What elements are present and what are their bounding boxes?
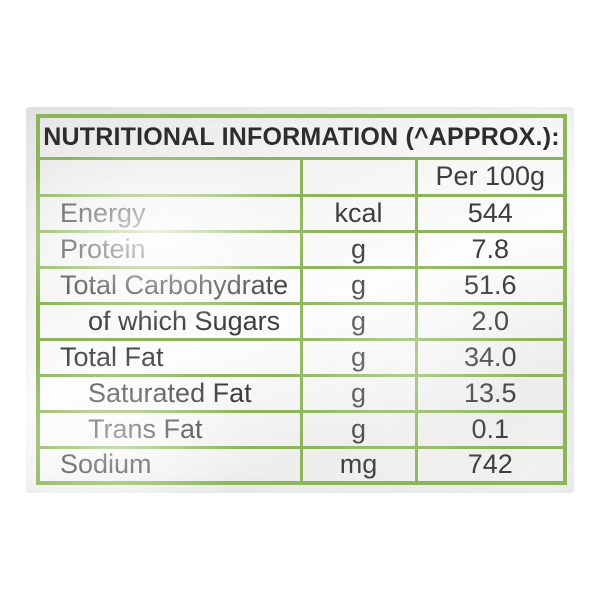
column-header-per-100g: Per 100g (414, 156, 567, 197)
nutrient-value: 2.0 (414, 301, 567, 341)
nutrition-label-photo: NUTRITIONAL INFORMATION (^APPROX.): Per … (0, 107, 574, 537)
nutrient-name: Trans Fat (36, 409, 303, 449)
nutrient-name: Protein (36, 229, 303, 269)
nutrient-unit: kcal (299, 193, 418, 233)
nutrition-table: NUTRITIONAL INFORMATION (^APPROX.): Per … (36, 114, 568, 485)
nutrient-value: 34.0 (414, 337, 567, 377)
nutrient-value: 742 (414, 445, 567, 485)
nutrition-rows: Energy kcal 544 Protein g 7.8 Total Carb… (36, 193, 567, 485)
subheader-nutrient-cell (36, 156, 303, 197)
nutrient-value: 7.8 (414, 229, 567, 269)
nutrient-row: Protein g 7.8 (36, 229, 567, 269)
nutrient-name: of which Sugars (36, 301, 303, 341)
nutrient-row: Energy kcal 544 (36, 193, 567, 233)
nutrient-unit: g (299, 301, 418, 341)
nutrient-row: Sodium mg 742 (36, 445, 567, 485)
table-title-row: NUTRITIONAL INFORMATION (^APPROX.): (36, 114, 567, 160)
nutrient-name: Total Carbohydrate (36, 265, 303, 305)
nutrient-row: of which Sugars g 2.0 (36, 301, 567, 341)
nutrient-name: Saturated Fat (36, 373, 303, 413)
nutrient-row: Total Carbohydrate g 51.6 (36, 265, 567, 305)
nutrient-row: Trans Fat g 0.1 (36, 409, 567, 449)
nutrient-name: Total Fat (36, 337, 303, 377)
nutrient-unit: g (299, 337, 418, 377)
nutrient-row: Saturated Fat g 13.5 (36, 373, 567, 413)
nutrient-value: 544 (414, 193, 567, 233)
nutrient-unit: g (299, 229, 418, 269)
nutrient-name: Sodium (36, 445, 303, 485)
nutrient-row: Total Fat g 34.0 (36, 337, 567, 377)
subheader-unit-cell (299, 156, 418, 197)
table-title: NUTRITIONAL INFORMATION (^APPROX.): (36, 114, 567, 160)
nutrient-unit: g (299, 409, 418, 449)
nutrient-name: Energy (36, 193, 303, 233)
nutrient-unit: g (299, 373, 418, 413)
nutrient-value: 51.6 (414, 265, 567, 305)
nutrient-unit: mg (299, 445, 418, 485)
nutrient-value: 0.1 (414, 409, 567, 449)
nutrient-value: 13.5 (414, 373, 567, 413)
nutrient-unit: g (299, 265, 418, 305)
table-subheader-row: Per 100g (36, 156, 567, 197)
